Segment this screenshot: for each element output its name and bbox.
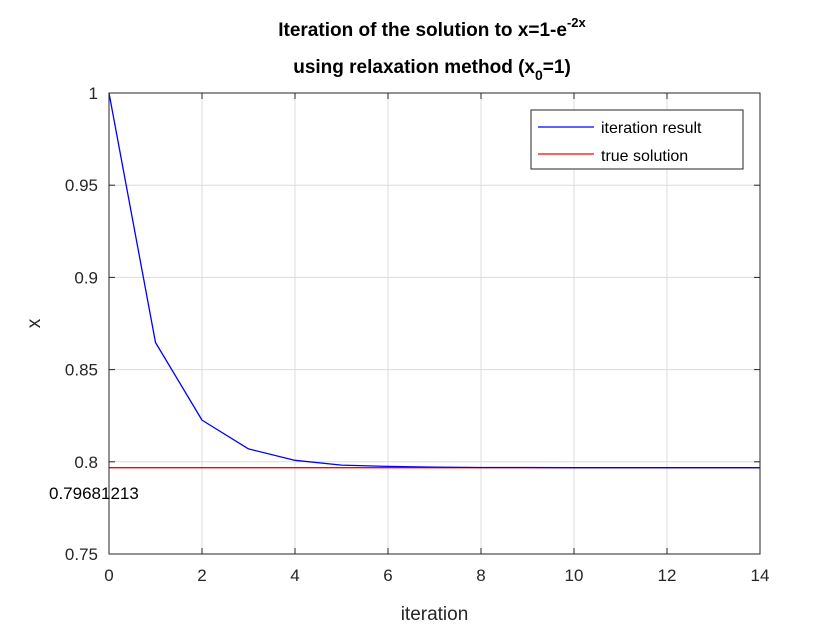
legend-box (530, 109, 744, 170)
axes-box (108, 92, 761, 555)
chart-title-line-1: Iteration of the solution to x=1-e-2x (278, 15, 586, 41)
y-axis-label: x (24, 318, 45, 328)
y-tick-labels: 0.75 0.8 0.85 0.9 0.95 1 (65, 84, 98, 564)
legend-label-true-solution: true solution (601, 148, 688, 165)
y-tick-label: 0.8 (74, 453, 98, 472)
series-layer (108, 92, 760, 469)
y-tick-label: 0.95 (65, 176, 98, 195)
legend-label-iteration-result: iteration result (601, 120, 702, 137)
legend: iteration result true solution (530, 109, 744, 170)
chart-title-line-2: using relaxation method (x0=1) (293, 57, 571, 83)
series-line-iteration-result (108, 92, 760, 469)
y-tick-label: 0.9 (74, 268, 98, 287)
x-tick-label: 14 (751, 566, 770, 585)
x-tick-label: 10 (565, 566, 584, 585)
x-tick-labels: 0 2 4 6 8 10 12 14 (104, 566, 769, 585)
plot-area (109, 93, 760, 554)
tick-marks (108, 92, 761, 555)
x-tick-label: 2 (197, 566, 206, 585)
x-tick-label: 12 (658, 566, 677, 585)
x-tick-label: 6 (383, 566, 392, 585)
x-tick-label: 0 (104, 566, 113, 585)
y-tick-label: 1 (89, 84, 98, 103)
y-tick-label: 0.75 (65, 545, 98, 564)
x-axis-label: iteration (401, 604, 469, 625)
x-tick-label: 4 (290, 566, 299, 585)
x-tick-label: 8 (476, 566, 485, 585)
y-tick-label: 0.85 (65, 361, 98, 380)
true-solution-annotation: 0.79681213 (49, 484, 139, 503)
